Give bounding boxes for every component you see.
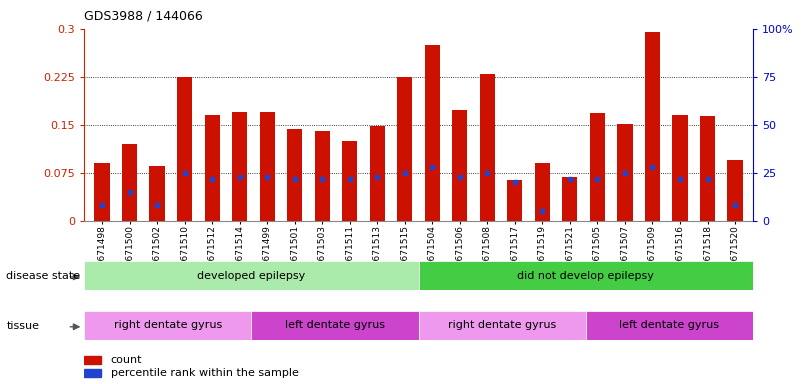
Bar — [418, 311, 586, 340]
Text: right dentate gyrus: right dentate gyrus — [114, 320, 222, 331]
Bar — [418, 261, 753, 290]
Bar — [204, 115, 219, 221]
Text: tissue: tissue — [6, 321, 39, 331]
Bar — [645, 32, 660, 221]
Text: developed epilepsy: developed epilepsy — [197, 270, 305, 281]
Bar — [672, 115, 687, 221]
Bar — [232, 112, 248, 221]
Bar — [84, 311, 252, 340]
Bar — [342, 141, 357, 221]
Text: did not develop epilepsy: did not develop epilepsy — [517, 270, 654, 281]
Text: disease state: disease state — [6, 271, 81, 281]
Bar — [252, 311, 418, 340]
Text: count: count — [111, 355, 142, 365]
Bar — [590, 113, 605, 221]
Bar — [586, 311, 753, 340]
Bar — [84, 356, 101, 364]
Bar — [287, 129, 302, 221]
Text: right dentate gyrus: right dentate gyrus — [448, 320, 556, 331]
Bar — [95, 163, 110, 221]
Bar — [122, 144, 137, 221]
Bar — [260, 112, 275, 221]
Bar — [453, 110, 467, 221]
Text: left dentate gyrus: left dentate gyrus — [285, 320, 385, 331]
Bar — [84, 261, 418, 290]
Bar — [618, 124, 633, 221]
Bar — [84, 369, 101, 377]
Bar — [562, 177, 578, 221]
Bar — [727, 160, 743, 221]
Bar — [480, 74, 495, 221]
Text: percentile rank within the sample: percentile rank within the sample — [111, 368, 299, 378]
Bar — [507, 180, 522, 221]
Bar — [700, 116, 715, 221]
Text: GDS3988 / 144066: GDS3988 / 144066 — [84, 10, 203, 23]
Bar — [535, 163, 550, 221]
Bar — [177, 77, 192, 221]
Bar — [150, 166, 165, 221]
Text: left dentate gyrus: left dentate gyrus — [619, 320, 719, 331]
Bar — [315, 131, 330, 221]
Bar — [397, 77, 413, 221]
Bar — [425, 45, 440, 221]
Bar — [370, 126, 384, 221]
